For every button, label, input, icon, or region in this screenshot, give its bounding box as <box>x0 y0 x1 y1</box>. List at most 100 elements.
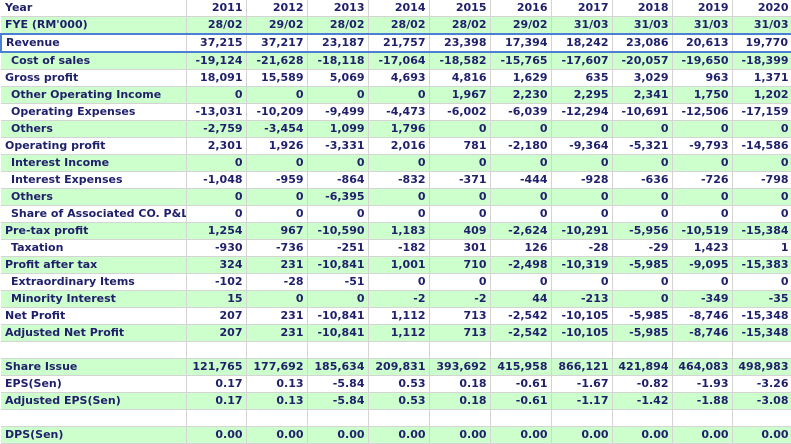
value-cell[interactable]: -10,841 <box>307 324 369 342</box>
value-cell[interactable]: 209,831 <box>368 358 430 376</box>
value-cell[interactable]: -12,294 <box>551 103 613 121</box>
value-cell[interactable] <box>612 409 673 427</box>
value-cell[interactable] <box>732 409 791 427</box>
value-cell[interactable]: 635 <box>551 69 613 87</box>
value-cell[interactable]: -28 <box>551 239 613 257</box>
value-cell[interactable]: 18,242 <box>551 33 613 53</box>
value-cell[interactable]: 0.00 <box>612 426 673 444</box>
value-cell[interactable]: 15 <box>186 290 247 308</box>
value-cell[interactable]: 1,112 <box>368 324 430 342</box>
value-cell[interactable]: 17,394 <box>490 33 552 53</box>
value-cell[interactable]: -10,519 <box>672 222 733 240</box>
value-cell[interactable]: 0 <box>672 188 733 206</box>
value-cell[interactable]: -1,048 <box>186 171 247 189</box>
value-cell[interactable]: 0 <box>186 205 247 223</box>
value-cell[interactable]: 31/03 <box>612 16 673 35</box>
value-cell[interactable]: -12,506 <box>672 103 733 121</box>
value-cell[interactable]: -6,039 <box>490 103 552 121</box>
value-cell[interactable]: -0.61 <box>490 375 552 393</box>
value-cell[interactable]: 0 <box>612 154 673 172</box>
value-cell[interactable] <box>246 409 308 427</box>
value-cell[interactable]: 301 <box>429 239 491 257</box>
value-cell[interactable]: -9,095 <box>672 256 733 274</box>
value-cell[interactable]: 18,091 <box>186 69 247 87</box>
value-cell[interactable]: 0 <box>732 205 791 223</box>
value-cell[interactable]: 29/02 <box>490 16 552 35</box>
value-cell[interactable] <box>551 341 613 359</box>
value-cell[interactable] <box>307 409 369 427</box>
value-cell[interactable]: -10,691 <box>612 103 673 121</box>
value-cell[interactable]: 409 <box>429 222 491 240</box>
value-cell[interactable]: 0.13 <box>246 375 308 393</box>
value-cell[interactable]: 0 <box>551 154 613 172</box>
value-cell[interactable]: 0.18 <box>429 375 491 393</box>
value-cell[interactable]: 0 <box>368 273 430 291</box>
value-cell[interactable]: 415,958 <box>490 358 552 376</box>
year-header-cell[interactable]: 2017 <box>551 0 613 17</box>
value-cell[interactable]: 3,029 <box>612 69 673 87</box>
value-cell[interactable]: -6,002 <box>429 103 491 121</box>
value-cell[interactable]: 0 <box>490 120 552 138</box>
value-cell[interactable]: -798 <box>732 171 791 189</box>
value-cell[interactable]: 0 <box>732 273 791 291</box>
value-cell[interactable]: 0 <box>429 154 491 172</box>
value-cell[interactable]: 0 <box>732 120 791 138</box>
value-cell[interactable]: 5,069 <box>307 69 369 87</box>
value-cell[interactable]: 0 <box>672 273 733 291</box>
value-cell[interactable]: -10,291 <box>551 222 613 240</box>
value-cell[interactable] <box>429 341 491 359</box>
value-cell[interactable]: 1,796 <box>368 120 430 138</box>
value-cell[interactable]: -13,031 <box>186 103 247 121</box>
value-cell[interactable]: 23,187 <box>307 33 369 53</box>
value-cell[interactable]: 1,423 <box>672 239 733 257</box>
value-cell[interactable]: 231 <box>246 307 308 325</box>
value-cell[interactable]: 0 <box>307 154 369 172</box>
row-label-cell[interactable]: Share of Associated CO. P&L <box>1 205 187 223</box>
value-cell[interactable]: -8,746 <box>672 324 733 342</box>
value-cell[interactable]: 2,230 <box>490 86 552 104</box>
value-cell[interactable]: 324 <box>186 256 247 274</box>
value-cell[interactable]: -102 <box>186 273 247 291</box>
value-cell[interactable]: 2,301 <box>186 137 247 155</box>
row-label-cell[interactable]: Interest Expenses <box>1 171 187 189</box>
value-cell[interactable]: 23,398 <box>429 33 491 53</box>
value-cell[interactable]: 0 <box>612 290 673 308</box>
value-cell[interactable]: -4,473 <box>368 103 430 121</box>
value-cell[interactable] <box>551 409 613 427</box>
year-header-cell[interactable]: 2014 <box>368 0 430 17</box>
value-cell[interactable] <box>368 409 430 427</box>
value-cell[interactable]: 207 <box>186 307 247 325</box>
value-cell[interactable]: 0.00 <box>429 426 491 444</box>
value-cell[interactable]: -3.08 <box>732 392 791 410</box>
value-cell[interactable]: -10,841 <box>307 256 369 274</box>
value-cell[interactable] <box>672 341 733 359</box>
value-cell[interactable]: -21,628 <box>246 52 308 70</box>
row-label-cell[interactable]: Gross profit <box>1 69 187 87</box>
value-cell[interactable]: 29/02 <box>246 16 308 35</box>
value-cell[interactable]: 0 <box>368 205 430 223</box>
value-cell[interactable]: 0.00 <box>368 426 430 444</box>
value-cell[interactable] <box>246 341 308 359</box>
value-cell[interactable]: 1,750 <box>672 86 733 104</box>
value-cell[interactable]: -5,321 <box>612 137 673 155</box>
row-label-cell[interactable]: Other Operating Income <box>1 86 187 104</box>
value-cell[interactable]: -1.42 <box>612 392 673 410</box>
value-cell[interactable]: 121,765 <box>186 358 247 376</box>
value-cell[interactable]: 0.53 <box>368 375 430 393</box>
value-cell[interactable]: -14,586 <box>732 137 791 155</box>
value-cell[interactable]: -1.88 <box>672 392 733 410</box>
value-cell[interactable]: -9,793 <box>672 137 733 155</box>
year-header-cell[interactable]: 2012 <box>246 0 308 17</box>
value-cell[interactable]: 185,634 <box>307 358 369 376</box>
value-cell[interactable]: 0 <box>672 205 733 223</box>
value-cell[interactable]: 231 <box>246 256 308 274</box>
value-cell[interactable]: -19,650 <box>672 52 733 70</box>
value-cell[interactable]: -10,105 <box>551 307 613 325</box>
value-cell[interactable]: -2,624 <box>490 222 552 240</box>
value-cell[interactable]: 126 <box>490 239 552 257</box>
value-cell[interactable]: -930 <box>186 239 247 257</box>
row-label-cell[interactable] <box>1 341 187 359</box>
value-cell[interactable]: 0 <box>307 86 369 104</box>
value-cell[interactable]: 0.00 <box>490 426 552 444</box>
value-cell[interactable]: 15,589 <box>246 69 308 87</box>
